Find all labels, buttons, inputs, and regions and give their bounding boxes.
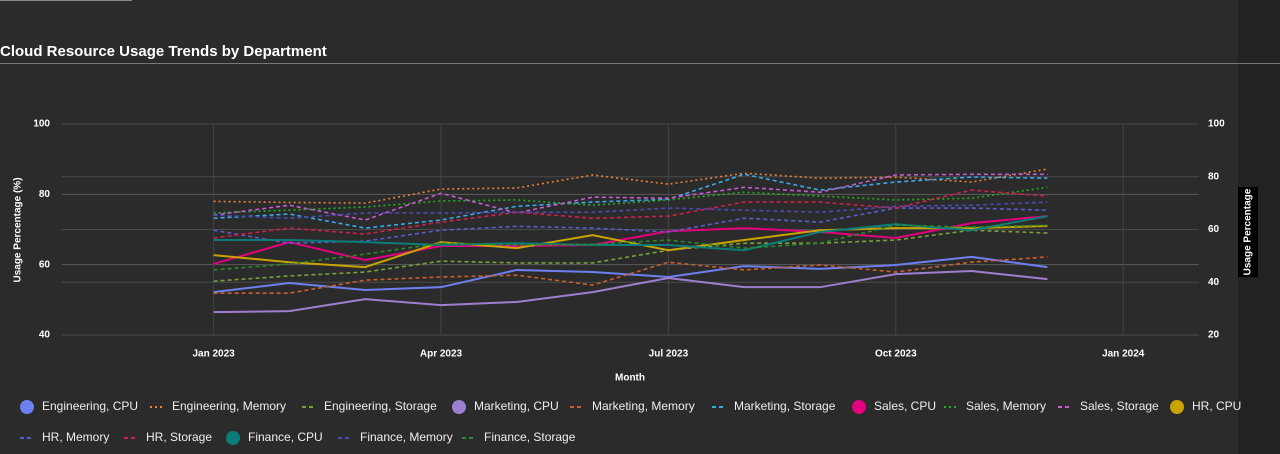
legend-label: HR, CPU <box>1192 399 1241 413</box>
series-line <box>213 269 1048 314</box>
legend-label: Engineering, CPU <box>42 399 138 413</box>
legend-label: Engineering, Storage <box>324 399 437 413</box>
x-tick-label: Jan 2023 <box>192 349 235 360</box>
legend-swatch <box>226 431 240 445</box>
legend-label: Sales, Memory <box>966 399 1046 413</box>
legend-label: Sales, CPU <box>874 399 936 413</box>
y-tick-label: 80 <box>39 189 51 200</box>
series-line <box>213 186 1048 214</box>
y2-axis-title: Usage Percentage <box>1243 188 1254 275</box>
y2-tick-label: 80 <box>1208 171 1220 182</box>
legend-label: Sales, Storage <box>1080 399 1159 413</box>
y2-tick-label: 20 <box>1208 330 1220 341</box>
series-line <box>213 201 1048 220</box>
y2-tick-label: 60 <box>1208 224 1220 235</box>
chart-title: Cloud Resource Usage Trends by Departmen… <box>0 43 327 60</box>
legend-label: Marketing, Memory <box>592 399 695 413</box>
legend-label: Marketing, CPU <box>474 399 559 413</box>
legend-swatch <box>1170 400 1184 414</box>
series-line <box>213 173 1048 221</box>
legend-label: Finance, Memory <box>360 430 453 444</box>
x-tick-label: Apr 2023 <box>420 349 463 360</box>
x-tick-label: Oct 2023 <box>875 349 917 360</box>
legend-swatch <box>20 400 34 414</box>
x-axis-title: Month <box>615 373 645 384</box>
y2-tick-label: 100 <box>1208 119 1225 130</box>
y-axis-title: Usage Percentage (%) <box>13 177 24 282</box>
y2-tick-label: 40 <box>1208 277 1220 288</box>
series-line <box>213 256 1048 294</box>
series-line <box>213 215 1048 252</box>
series-line <box>213 215 1048 265</box>
series-line <box>213 255 1048 294</box>
series-line <box>213 173 1048 229</box>
x-tick-label: Jan 2024 <box>1102 349 1145 360</box>
legend-label: HR, Storage <box>146 430 212 444</box>
legend-label: Engineering, Memory <box>172 399 286 413</box>
legend-swatch <box>852 400 866 414</box>
y-tick-label: 60 <box>39 259 51 270</box>
y2-title-box <box>1238 187 1258 277</box>
series-line <box>213 224 1048 269</box>
y-tick-label: 100 <box>33 119 50 130</box>
x-tick-label: Jul 2023 <box>649 349 689 360</box>
legend-label: Marketing, Storage <box>734 399 836 413</box>
legend-swatch <box>452 400 466 414</box>
legend-label: Finance, CPU <box>248 430 323 444</box>
legend-label: Finance, Storage <box>484 430 576 444</box>
legend-label: HR, Memory <box>42 430 109 444</box>
y-tick-label: 40 <box>39 330 51 341</box>
